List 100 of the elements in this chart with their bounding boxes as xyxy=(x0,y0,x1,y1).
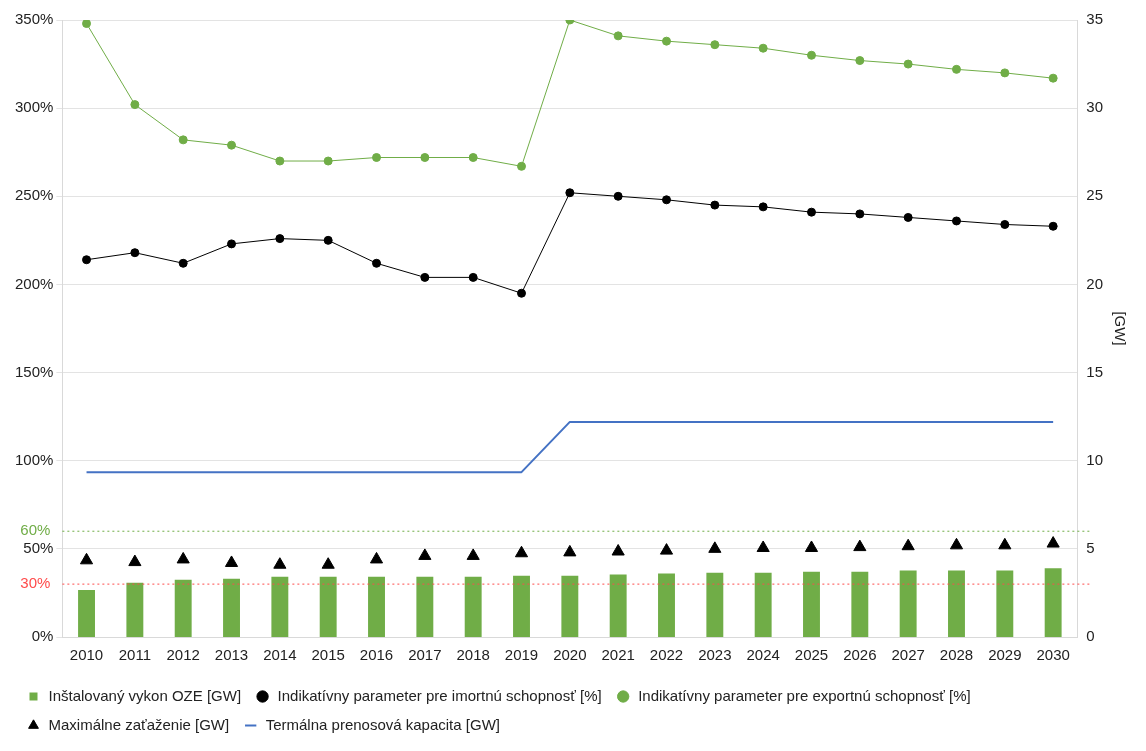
point xyxy=(903,59,913,69)
point xyxy=(372,153,382,162)
point xyxy=(662,195,671,205)
point xyxy=(130,248,140,258)
y2-tick-label: 0 xyxy=(1086,627,1095,645)
point xyxy=(659,543,674,555)
point xyxy=(853,539,867,552)
y-tick-label: 300% xyxy=(14,98,54,116)
x-tick-label: 2027 xyxy=(891,646,925,664)
y2-tick-label: 10 xyxy=(1086,450,1103,468)
point xyxy=(323,235,333,245)
point xyxy=(903,212,913,222)
y-tick-label: 250% xyxy=(14,186,54,204)
x-tick-label: 2022 xyxy=(649,646,684,664)
y2-tick-label: 30 xyxy=(1086,98,1103,116)
point xyxy=(275,156,285,166)
point xyxy=(369,551,384,564)
point xyxy=(227,239,237,249)
point xyxy=(514,545,529,558)
point xyxy=(807,50,816,60)
y-tick-label: 200% xyxy=(14,274,54,292)
x-tick-label: 2021 xyxy=(601,646,635,664)
point xyxy=(178,258,188,268)
legend-label: Indikatívny parameter pre imortnú schopnosť [%] xyxy=(277,686,602,704)
point xyxy=(901,538,915,551)
point xyxy=(758,202,768,212)
x-tick-label: 2029 xyxy=(988,646,1022,664)
x-tick-label: 2013 xyxy=(214,646,249,664)
point xyxy=(855,209,865,219)
y-tick-label: 350% xyxy=(14,10,54,28)
point xyxy=(82,255,92,265)
point xyxy=(176,551,190,564)
x-tick-label: 2018 xyxy=(456,646,490,664)
point xyxy=(563,544,577,557)
y-tick-label: 0% xyxy=(31,627,54,645)
point xyxy=(1000,68,1010,78)
point xyxy=(420,272,430,282)
x-tick-label: 2010 xyxy=(69,646,104,664)
point xyxy=(1048,221,1058,231)
point xyxy=(420,153,430,162)
point xyxy=(804,540,819,552)
point xyxy=(565,188,575,198)
point xyxy=(951,64,961,74)
point xyxy=(1048,73,1058,83)
x-tick-label: 2011 xyxy=(118,646,151,664)
point xyxy=(708,541,722,553)
point xyxy=(468,272,478,282)
legend-label: Indikatívny parameter pre exportnú schopnosť [%] xyxy=(638,686,971,704)
x-tick-label: 2020 xyxy=(553,646,587,664)
point xyxy=(517,288,527,298)
y-tick-label: 150% xyxy=(14,362,54,380)
point xyxy=(710,200,720,210)
legend-label: Maximálne zaťaženie [GW] xyxy=(48,715,230,733)
y2-tick-label: 15 xyxy=(1086,362,1103,380)
point xyxy=(611,544,625,556)
point xyxy=(323,156,333,166)
x-tick-label: 2026 xyxy=(843,646,877,664)
point xyxy=(372,258,382,268)
y2-axis-title: [GW] xyxy=(1111,311,1129,346)
point xyxy=(710,40,720,50)
point xyxy=(998,537,1012,550)
y-tick-label: 100% xyxy=(14,450,54,468)
x-tick-label: 2028 xyxy=(939,646,974,664)
point xyxy=(468,153,478,162)
point xyxy=(1000,219,1010,229)
y2-tick-label: 25 xyxy=(1086,186,1103,204)
point xyxy=(951,216,961,226)
point xyxy=(273,557,287,569)
point xyxy=(466,548,480,560)
point xyxy=(758,43,768,53)
x-tick-label: 2014 xyxy=(263,646,297,664)
point xyxy=(807,207,816,217)
point xyxy=(418,548,432,560)
point xyxy=(613,31,623,41)
y2-tick-label: 5 xyxy=(1086,539,1095,556)
point xyxy=(224,555,239,567)
x-tick-label: 2025 xyxy=(794,646,829,664)
legend-label: Inštalovaný vykon OZE [GW] xyxy=(48,686,242,704)
point xyxy=(613,191,623,201)
point xyxy=(79,552,94,565)
point xyxy=(517,161,527,171)
legend-label: Termálna prenosová kapacita [GW] xyxy=(265,715,500,733)
y2-tick-label: 35 xyxy=(1086,10,1103,28)
point xyxy=(756,540,770,552)
x-tick-label: 2024 xyxy=(746,646,780,664)
x-tick-label: 2012 xyxy=(166,646,200,664)
x-tick-label: 2023 xyxy=(698,646,732,664)
point xyxy=(227,140,237,150)
point xyxy=(178,135,188,145)
x-tick-label: 2030 xyxy=(1036,646,1070,664)
point xyxy=(82,20,92,29)
ref-line-label: 60% xyxy=(20,521,51,539)
x-tick-label: 2015 xyxy=(311,646,345,664)
y-tick-label: 50% xyxy=(23,539,54,556)
x-tick-label: 2017 xyxy=(408,646,442,664)
point xyxy=(275,234,285,244)
point xyxy=(128,554,142,567)
y2-tick-label: 20 xyxy=(1086,274,1103,292)
point xyxy=(321,557,335,569)
point xyxy=(662,36,671,46)
